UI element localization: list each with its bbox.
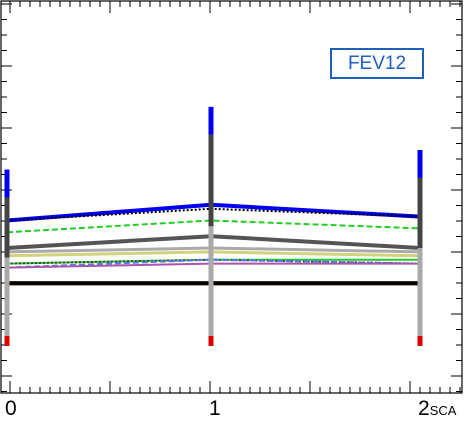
plot-frame [0, 0, 463, 394]
legend-label: FEV12 [347, 52, 407, 74]
x-axis-ticks [9, 1, 461, 393]
x-tick-label: 1 [209, 397, 221, 420]
legend-box: FEV12 [330, 48, 424, 79]
series-line-8 [6, 258, 421, 269]
x-axis-label: SCA [429, 403, 457, 418]
x-tick-label: 0 [5, 397, 17, 420]
error-bar-layer [4, 106, 423, 346]
y-axis-ticks [1, 3, 462, 392]
plot-border [0, 0, 463, 394]
x-tick-label: 2SCA [418, 397, 457, 420]
series-line-2 [6, 219, 421, 234]
